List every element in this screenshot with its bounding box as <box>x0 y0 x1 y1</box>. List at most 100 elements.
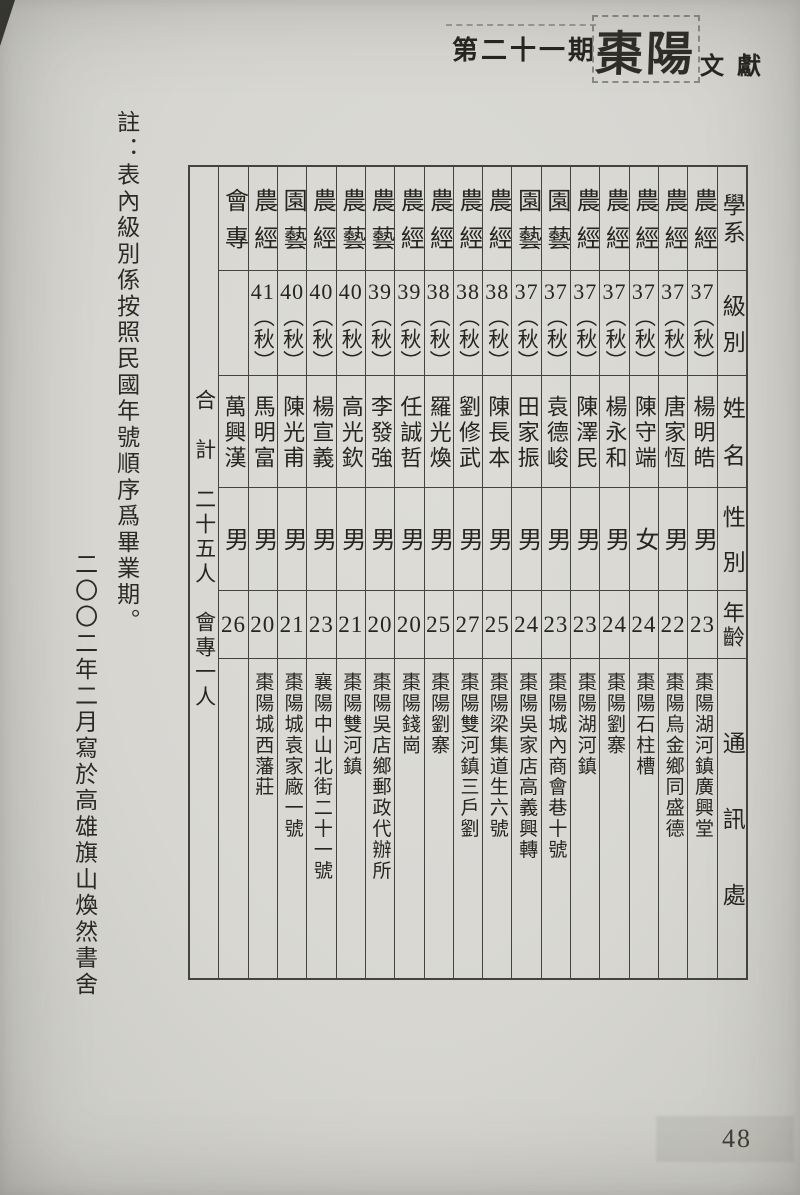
class-year-cell: 37 （秋） <box>541 271 571 376</box>
class-year-cell: 39 （秋） <box>395 271 424 376</box>
age-cell: 23 <box>307 591 336 659</box>
age-value: 27 <box>455 611 481 637</box>
note-line-2: 二〇〇二年二月寫於高雄旗山煥然書舍 <box>71 552 97 998</box>
class-year-number: 38 <box>426 279 451 304</box>
address-cell: 棗陽吳店鄉郵政代辦所 <box>366 659 394 978</box>
sex-cell: 男 <box>688 488 717 591</box>
address-cell: 棗陽石柱槽 <box>630 659 658 978</box>
class-year-cell: 40 （秋） <box>336 271 365 376</box>
dept-label: 農經 <box>601 187 628 263</box>
age-cell: 23 <box>571 591 600 659</box>
person-column: 農經 37 （秋） 楊明皓男 23 棗陽湖河鎮廣興堂 <box>688 167 718 978</box>
dept-cell: 農經 <box>248 167 277 271</box>
name-cell: 陳光甫 <box>277 376 307 488</box>
address-text: 棗陽梁集道生六號 <box>486 672 508 840</box>
dept-label: 農經 <box>249 187 276 263</box>
name-cell: 任誠哲 <box>395 376 424 488</box>
dept-cell: 農經 <box>453 167 483 271</box>
header-cell: 通訊處 <box>718 659 746 978</box>
sex-label: 男 <box>572 527 599 551</box>
dept-label: 農藝 <box>337 187 364 263</box>
age-cell: 24 <box>629 591 658 659</box>
dept-cell: 園藝 <box>541 167 571 271</box>
sex-cell: 男 <box>248 488 277 591</box>
name-cell: 楊永和 <box>600 376 629 488</box>
header-label: 學系 <box>719 193 745 248</box>
dept-cell: 農經 <box>483 167 512 271</box>
header-cell: 姓名 <box>717 376 746 488</box>
name-cell: 陳守端 <box>629 376 658 488</box>
person-column: 農經 39 （秋） 任誠哲男 20 棗陽錢崗 <box>395 167 425 978</box>
age-value: 23 <box>572 611 598 637</box>
person-column: 農經 37 （秋） 楊永和男 24 棗陽劉寨 <box>600 167 630 978</box>
journal-logo-title: 棗陽 <box>594 28 697 81</box>
age-value: 25 <box>484 611 510 637</box>
age-value: 26 <box>220 611 246 637</box>
age-cell: 22 <box>659 591 688 659</box>
person-column: 農經 37 （秋） 陳澤民男 23 棗陽湖河鎮 <box>571 167 601 978</box>
class-year-number: 38 <box>485 279 510 304</box>
name-cell: 李發強 <box>365 376 395 488</box>
class-year-cell: 41 （秋） <box>248 271 277 376</box>
header-label: 通訊處 <box>719 731 745 959</box>
class-year-term: （秋） <box>661 306 686 373</box>
name-cell: 劉修武 <box>453 376 483 488</box>
age-cell: 27 <box>453 591 483 659</box>
class-year-term: （秋） <box>397 306 422 373</box>
name-cell: 陳長本 <box>483 376 512 488</box>
person-name: 任誠哲 <box>397 394 423 472</box>
name-cell: 陳澤民 <box>571 376 600 488</box>
name-cell: 楊明皓 <box>688 376 717 488</box>
class-year-number: 37 <box>514 279 539 304</box>
sex-cell: 男 <box>277 488 307 591</box>
age-value: 25 <box>426 611 452 637</box>
class-year-cell: 38 （秋） <box>453 271 483 376</box>
summary-column: 合 計 二十五人會專一人 <box>190 167 220 978</box>
name-cell: 袁德峻 <box>541 376 571 488</box>
class-year-term: （秋） <box>632 306 657 373</box>
sex-label: 男 <box>660 527 687 551</box>
person-name: 楊永和 <box>602 394 628 472</box>
address-text: 棗陽劉寨 <box>604 672 626 756</box>
class-year-cell: 37 （秋） <box>688 271 717 376</box>
person-column: 農經 41 （秋） 馬明富男 20 棗陽城西藩莊 <box>248 167 278 978</box>
class-year-term: （秋） <box>251 306 276 373</box>
summary-total: 合 計 二十五人 <box>192 389 217 588</box>
dept-label: 農經 <box>396 187 423 263</box>
sex-cell: 女 <box>629 488 658 591</box>
address-text: 棗陽烏金鄉同盛德 <box>662 672 684 840</box>
age-cell: 20 <box>395 591 424 659</box>
person-name: 高光欽 <box>338 394 364 472</box>
dept-cell: 農經 <box>659 167 688 271</box>
dept-cell: 園藝 <box>512 167 541 271</box>
header-cell: 級別 <box>717 271 746 376</box>
person-name: 陳守端 <box>631 394 657 472</box>
sex-cell: 男 <box>541 488 571 591</box>
class-year-number: 38 <box>455 279 480 304</box>
age-value: 23 <box>689 611 715 637</box>
address-text: 棗陽城內商會巷十號 <box>545 672 567 861</box>
address-text: 棗陽雙河鎮 <box>340 672 362 777</box>
address-text: 棗陽城袁家廠一號 <box>281 672 303 840</box>
address-cell: 棗陽劉寨 <box>425 659 453 978</box>
sex-cell: 男 <box>424 488 453 591</box>
age-cell: 21 <box>277 591 307 659</box>
person-column: 農經 38 （秋） 陳長本男 25 棗陽梁集道生六號 <box>483 167 513 978</box>
address-text: 棗陽劉寨 <box>428 672 450 756</box>
person-column: 農經 38 （秋） 劉修武男 27 棗陽雙河鎮三戶劉 <box>453 167 484 978</box>
age-value: 24 <box>631 611 657 637</box>
class-year-number: 40 <box>280 279 305 304</box>
address-text: 襄陽中山北街二十一號 <box>310 672 332 881</box>
address-cell: 棗陽劉寨 <box>600 659 628 978</box>
address-cell: 棗陽城西藩莊 <box>249 659 277 978</box>
name-cell: 田家振 <box>512 376 541 488</box>
sex-label: 男 <box>367 527 394 551</box>
age-cell: 25 <box>424 591 453 659</box>
class-year-number: 40 <box>338 279 363 304</box>
person-name: 袁德峻 <box>543 394 569 472</box>
dept-label: 園藝 <box>279 187 306 263</box>
address-text: 棗陽吳店鄉郵政代辦所 <box>369 672 391 881</box>
class-year-term: （秋） <box>368 306 393 373</box>
person-column: 園藝 37 （秋） 袁德峻男 23 棗陽城內商會巷十號 <box>541 167 572 978</box>
class-year-term: （秋） <box>690 306 715 373</box>
